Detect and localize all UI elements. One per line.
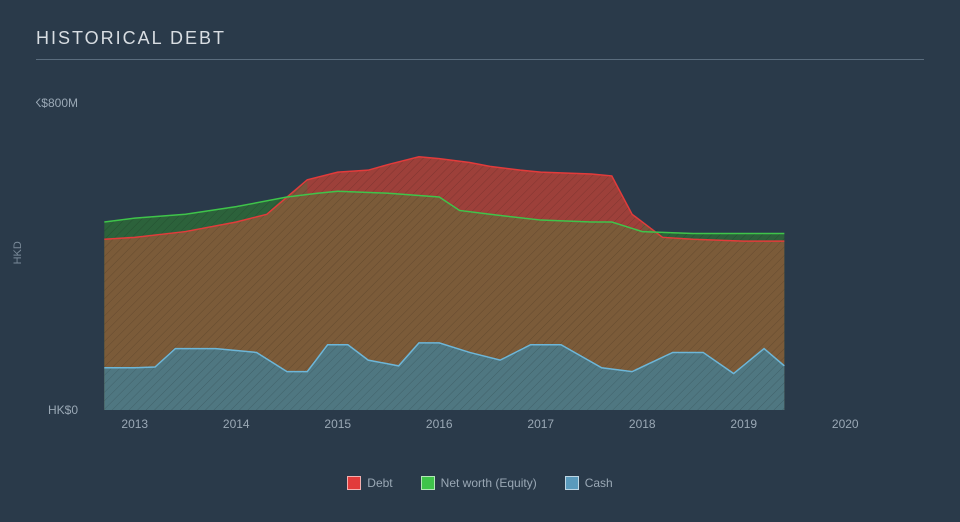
legend-swatch-equity bbox=[421, 476, 435, 490]
legend-swatch-cash bbox=[565, 476, 579, 490]
legend-swatch-debt bbox=[347, 476, 361, 490]
svg-text:2013: 2013 bbox=[121, 417, 148, 431]
legend-item-equity: Net worth (Equity) bbox=[421, 476, 537, 490]
svg-text:2015: 2015 bbox=[324, 417, 351, 431]
area-chart-svg: HK$0 HK$800M 2013 2014 2015 2016 2017 2018 2019 2… bbox=[36, 70, 906, 440]
svg-text:2019: 2019 bbox=[730, 417, 757, 431]
legend-label-equity: Net worth (Equity) bbox=[441, 476, 537, 490]
legend: Debt Net worth (Equity) Cash bbox=[36, 476, 924, 490]
y-axis-title: HKD bbox=[12, 241, 24, 264]
svg-text:2014: 2014 bbox=[223, 417, 250, 431]
svg-text:HK$0: HK$0 bbox=[48, 403, 78, 417]
chart-title: HISTORICAL DEBT bbox=[36, 28, 924, 60]
plot-area: HKD HK$0HK$800M2013201420152016201720182… bbox=[36, 70, 924, 470]
legend-item-debt: Debt bbox=[347, 476, 392, 490]
legend-label-cash: Cash bbox=[585, 476, 613, 490]
chart-container: HISTORICAL DEBT HKD HK$0 HK$800M 2013 2014 2… bbox=[0, 0, 960, 522]
svg-text:2016: 2016 bbox=[426, 417, 453, 431]
svg-text:2020: 2020 bbox=[832, 417, 859, 431]
svg-text:2017: 2017 bbox=[527, 417, 554, 431]
svg-text:HK$800M: HK$800M bbox=[36, 96, 78, 110]
svg-text:2018: 2018 bbox=[629, 417, 656, 431]
legend-label-debt: Debt bbox=[367, 476, 392, 490]
legend-item-cash: Cash bbox=[565, 476, 613, 490]
